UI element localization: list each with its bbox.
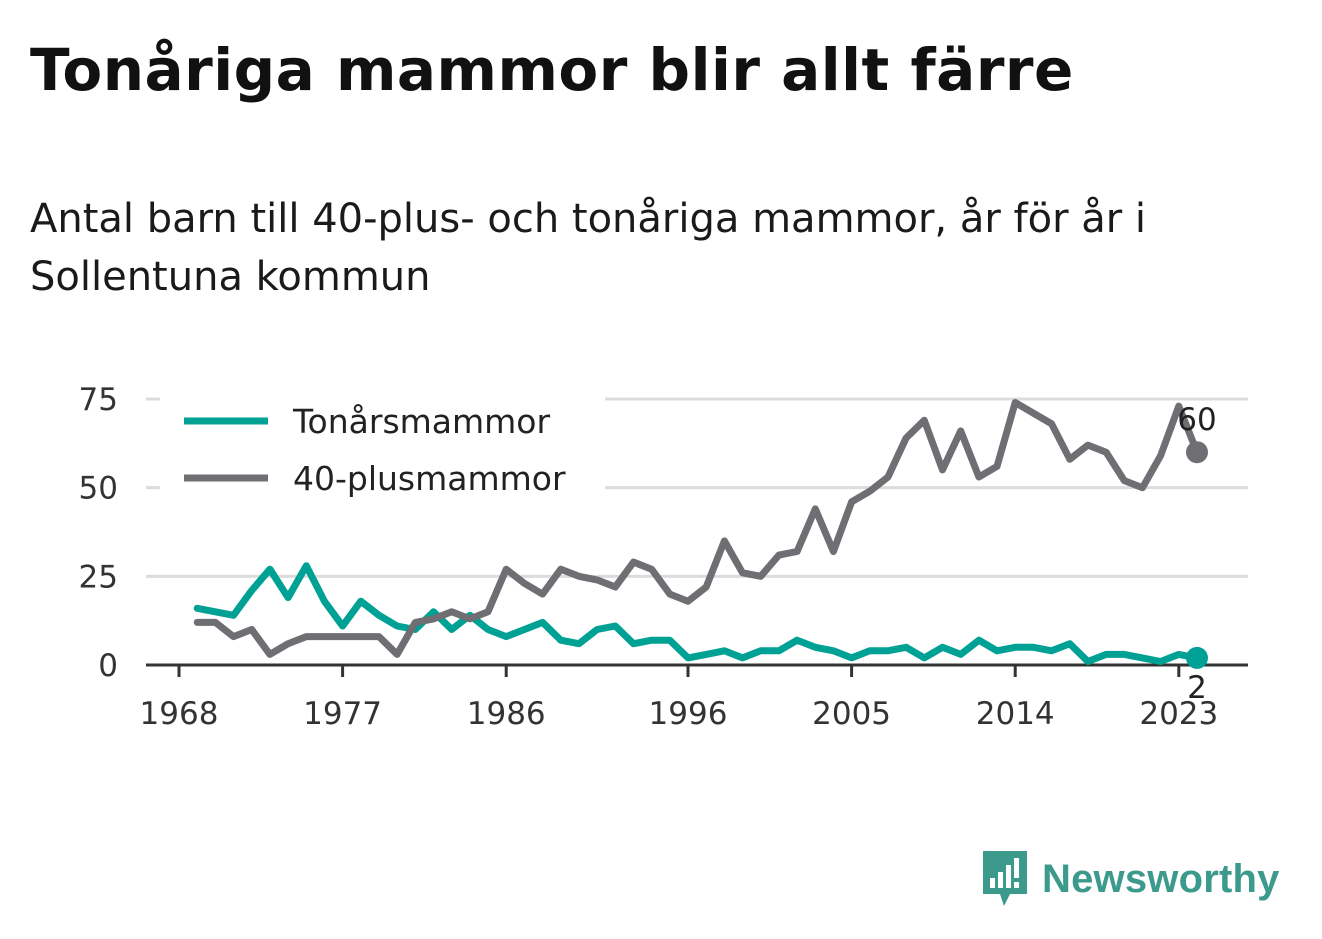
brand-logo: Newsworthy xyxy=(980,848,1280,910)
end-labels: 2 60 xyxy=(1177,402,1216,706)
x-tick-label: 1986 xyxy=(467,696,546,732)
series-line-40plusmammor xyxy=(193,399,1201,658)
series-lines xyxy=(193,399,1208,669)
y-tick-label: 75 xyxy=(79,382,118,418)
chart-title: Tonåriga mammor blir allt färre xyxy=(30,36,1074,104)
x-tick-label: 1977 xyxy=(303,696,382,732)
end-point-tonarsmammor xyxy=(1186,646,1208,669)
legend-label-tonarsmammor: Tonårsmammor xyxy=(292,402,550,441)
series-line-tonarsmammor xyxy=(193,562,1201,665)
legend-label-40plusmammor: 40-plusmammor xyxy=(293,459,566,498)
newsworthy-logo-icon xyxy=(983,851,1027,906)
y-tick-label: 25 xyxy=(79,559,118,595)
x-tick-label: 2005 xyxy=(812,696,891,732)
end-point-40plusmammor xyxy=(1186,441,1208,464)
end-label-40plusmammor: 60 xyxy=(1177,402,1216,438)
axes: 0 25 50 75 1968 1977 1986 1996 2005 2014 2023 xyxy=(79,382,1248,732)
end-label-tonarsmammor: 2 xyxy=(1187,670,1207,706)
y-tick-label: 0 xyxy=(98,648,118,684)
legend: Tonårsmammor 40-plusmammor xyxy=(160,392,605,498)
x-tick-label: 1968 xyxy=(140,696,219,732)
brand-name: Newsworthy xyxy=(1042,856,1280,901)
y-tick-label: 50 xyxy=(79,471,118,507)
chart-subtitle: Antal barn till 40-plus- och tonåriga ma… xyxy=(30,196,1147,300)
x-tick-label: 1996 xyxy=(649,696,728,732)
x-tick-label: 2023 xyxy=(1139,696,1218,732)
x-tick-label: 2014 xyxy=(976,696,1055,732)
